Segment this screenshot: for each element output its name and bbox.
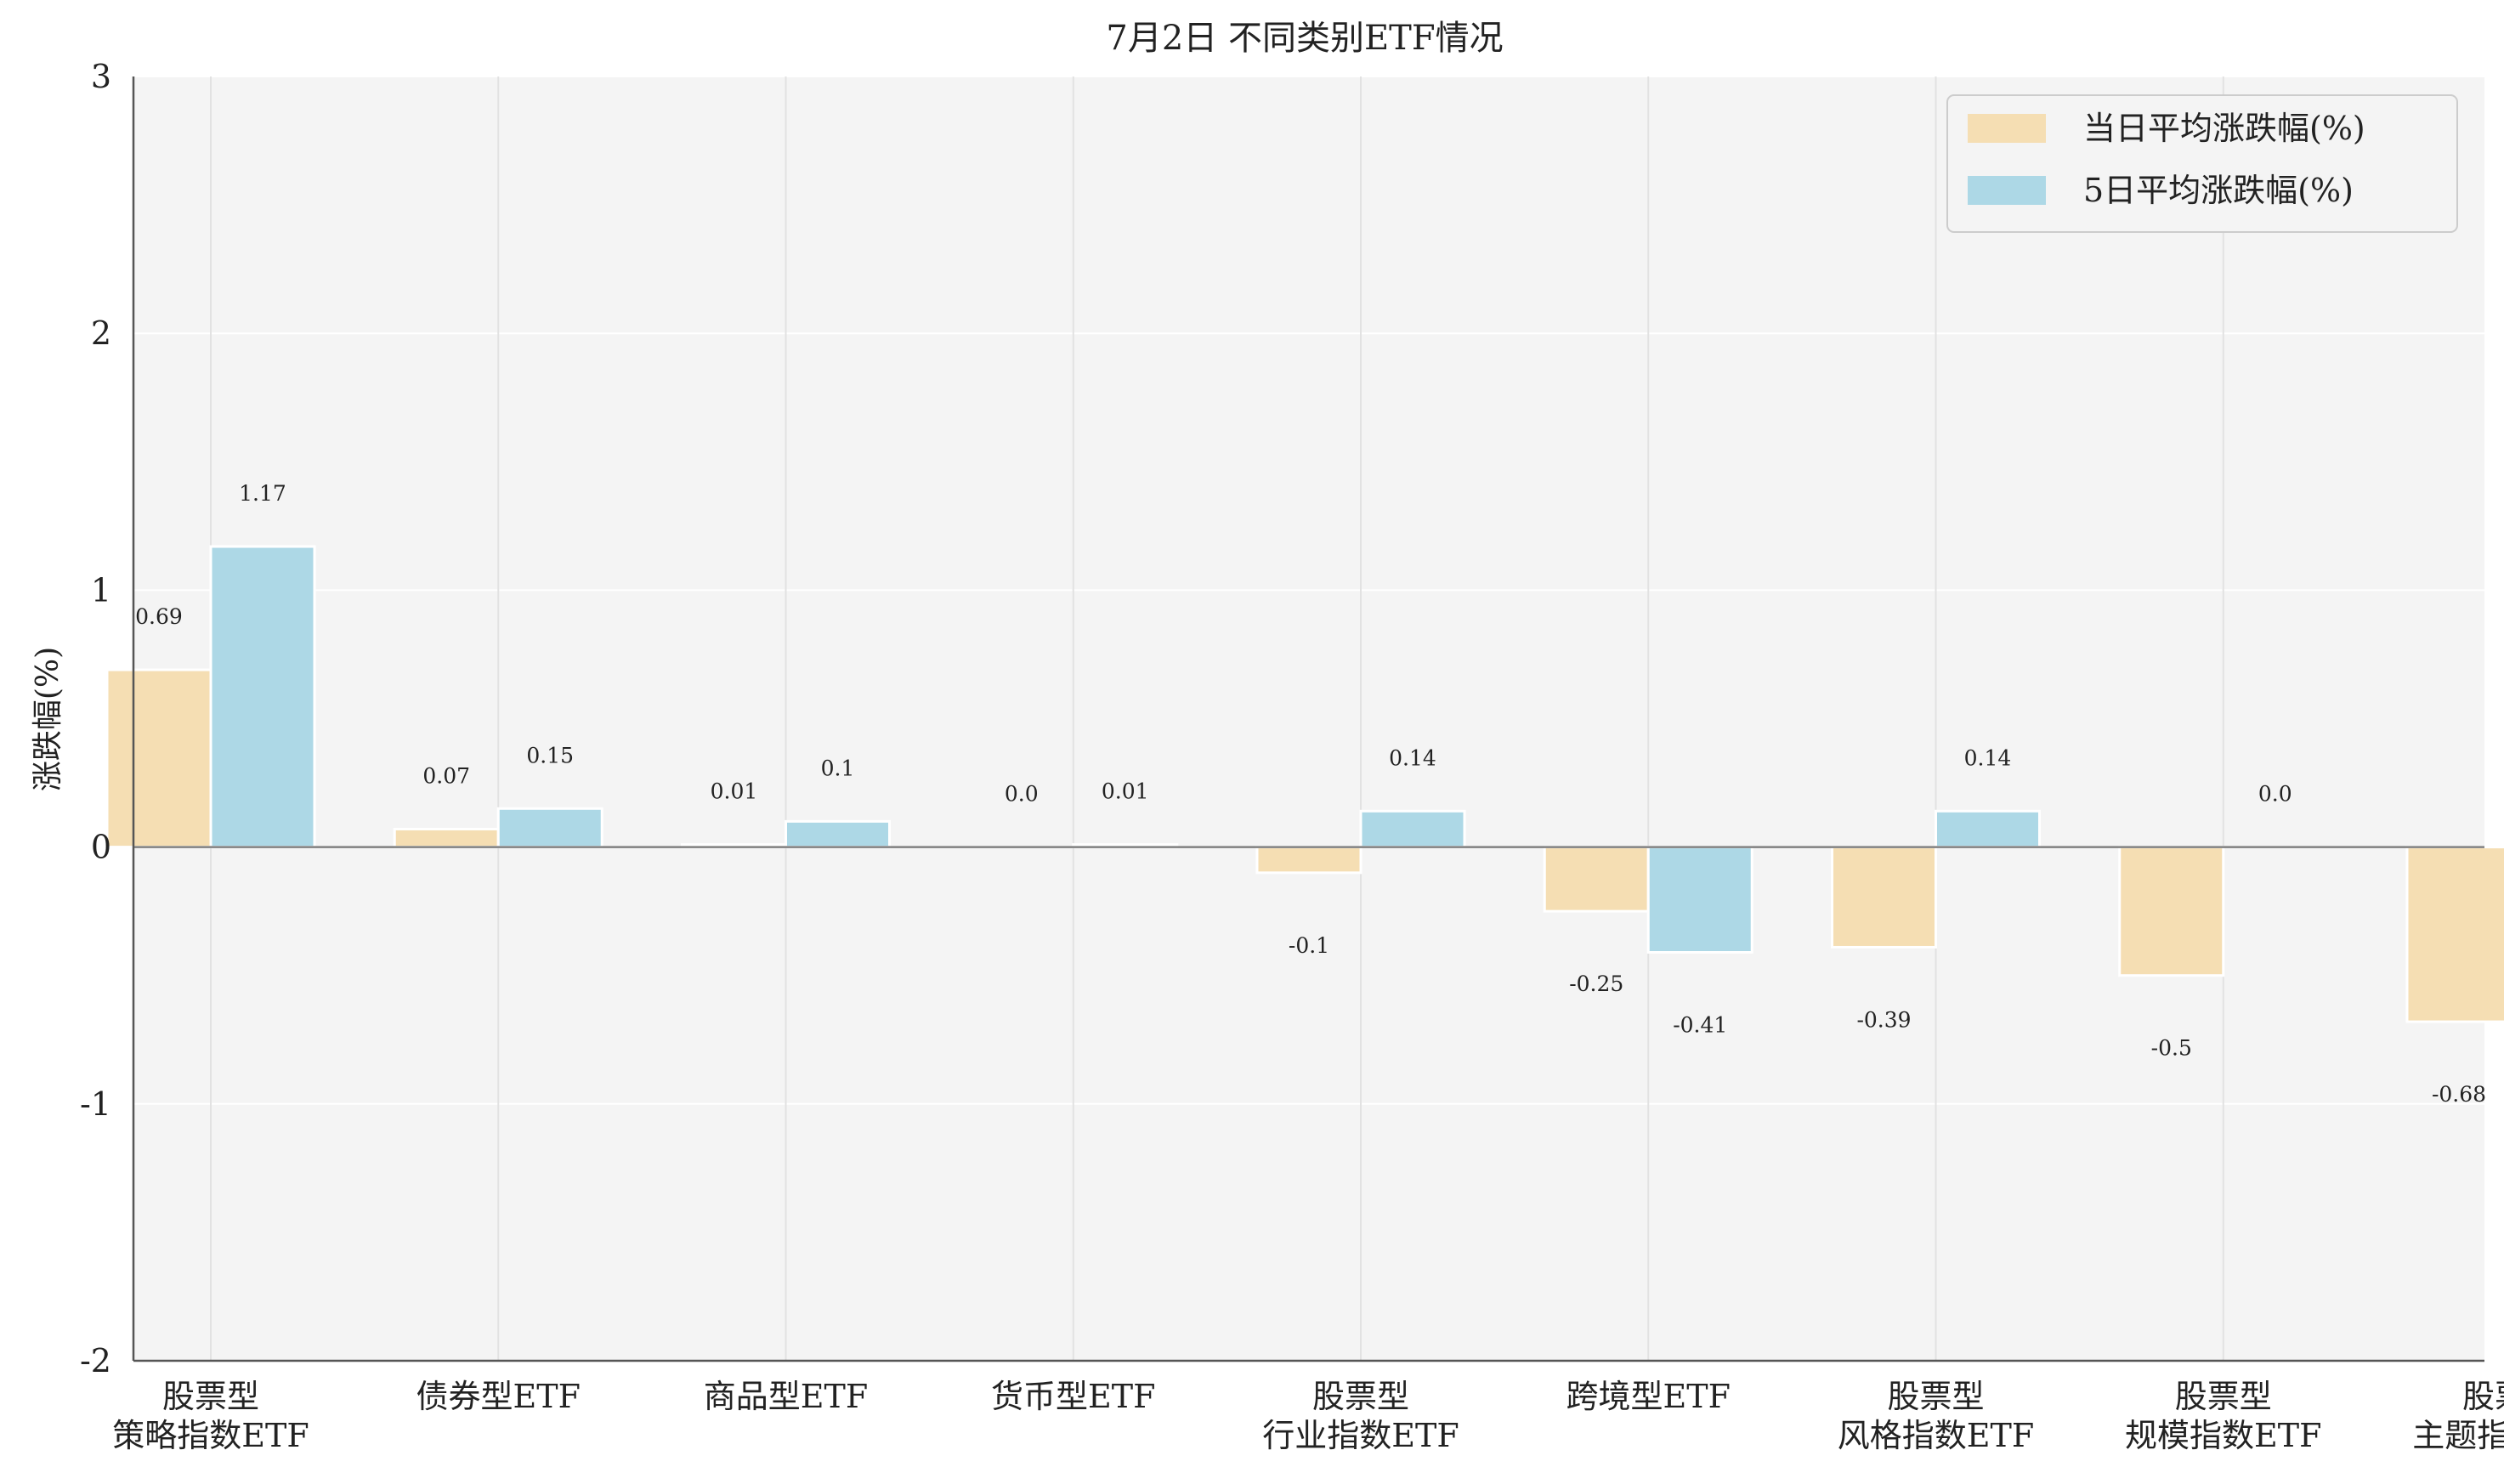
bar-series-1: [2405, 846, 2504, 1023]
grid-lines: [133, 76, 2484, 1362]
x-tick-label: 股票型主题指数ETF: [2412, 1378, 2504, 1454]
bar-series-1: [1543, 846, 1650, 913]
data-label: 1.17: [239, 481, 286, 506]
x-tick-label-line: 策略指数ETF: [112, 1417, 309, 1454]
plot-area: [133, 76, 2484, 1361]
data-label: 0.14: [1964, 745, 2012, 770]
x-tick-label: 股票型规模指数ETF: [2125, 1378, 2321, 1454]
data-label: 0.01: [711, 779, 758, 804]
bar-series-1: [105, 668, 212, 849]
x-tick-label: 商品型ETF: [704, 1378, 868, 1415]
data-label: -0.41: [1673, 1013, 1727, 1038]
x-tick-label: 跨境型ETF: [1566, 1378, 1731, 1415]
legend-swatch: [1968, 114, 2046, 143]
y-axis-label: 涨跌幅(%): [31, 647, 65, 791]
x-tick-label: 债券型ETF: [416, 1378, 581, 1415]
x-tick-label: 股票型策略指数ETF: [112, 1378, 309, 1454]
legend-swatch: [1968, 176, 2046, 205]
x-tick-label-line: 行业指数ETF: [1262, 1417, 1459, 1454]
bar-series-1: [1255, 846, 1362, 875]
x-tick-label: 股票型风格指数ETF: [1838, 1378, 2034, 1454]
x-tick-label-line: 债券型ETF: [416, 1378, 581, 1415]
data-label: -0.5: [2151, 1036, 2192, 1061]
bar-series-2: [785, 819, 891, 849]
bar-series-2: [1359, 809, 1466, 849]
data-label: 0.1: [821, 756, 855, 780]
legend-label: 5日平均涨跌幅(%): [2083, 172, 2354, 209]
data-label: -0.25: [1569, 971, 1623, 996]
chart-title: 7月2日 不同类别ETF情况: [1106, 19, 1503, 58]
x-tick-label: 股票型行业指数ETF: [1262, 1378, 1459, 1454]
data-label: 0.0: [2258, 782, 2292, 807]
x-tick-label-line: 股票型: [2175, 1378, 2272, 1415]
y-tick-label: 1: [91, 571, 111, 609]
x-tick-label-line: 商品型ETF: [704, 1378, 868, 1415]
data-labels: 0.69 0.07 0.01 0.0 -0.1 -0.25 -0.39 -0.5 -0.68 1.…: [135, 481, 2486, 1107]
x-tick-label-line: 股票型: [1312, 1378, 1409, 1415]
bar-series-1: [393, 827, 500, 849]
x-tick-label-line: 货币型ETF: [991, 1378, 1155, 1415]
data-label: 0.07: [422, 763, 470, 788]
x-tick-label-line: 跨境型ETF: [1566, 1378, 1731, 1415]
x-tick-label: 货币型ETF: [991, 1378, 1155, 1415]
data-label: 0.0: [1005, 782, 1039, 807]
legend-label: 当日平均涨跌幅(%): [2083, 110, 2365, 147]
x-tick-label-line: 股票型: [2462, 1378, 2504, 1415]
y-tick-label: 0: [91, 829, 111, 866]
bar-series-2: [1646, 846, 1753, 954]
data-label: -0.39: [1856, 1007, 1911, 1032]
x-tick-label-line: 主题指数ETF: [2412, 1417, 2504, 1454]
y-tick-label: 2: [91, 314, 111, 352]
data-label: -0.68: [2432, 1082, 2486, 1107]
bar-series-2: [496, 807, 603, 849]
data-label: 0.14: [1389, 745, 1436, 770]
legend-box: [1946, 94, 2458, 233]
x-tick-label-line: 风格指数ETF: [1838, 1417, 2034, 1454]
y-tick-label: -2: [80, 1342, 111, 1379]
bar-series-1: [2118, 846, 2225, 977]
y-tick-label: 3: [91, 58, 111, 95]
legend: 当日平均涨跌幅(%) 5日平均涨跌幅(%): [1946, 94, 2458, 233]
x-tick-label-line: 股票型: [162, 1378, 259, 1415]
data-label: -0.1: [1289, 933, 1329, 958]
x-tick-label-line: 股票型: [1887, 1378, 1984, 1415]
bar-series-2: [209, 545, 316, 849]
bar-series-1: [1831, 846, 1937, 949]
y-tick-label: -1: [80, 1085, 111, 1123]
bar-series-2: [1935, 809, 2041, 849]
data-label: 0.01: [1102, 779, 1149, 804]
data-label: 0.69: [135, 604, 183, 629]
data-label: 0.15: [526, 743, 574, 767]
x-tick-label-line: 规模指数ETF: [2125, 1417, 2321, 1454]
